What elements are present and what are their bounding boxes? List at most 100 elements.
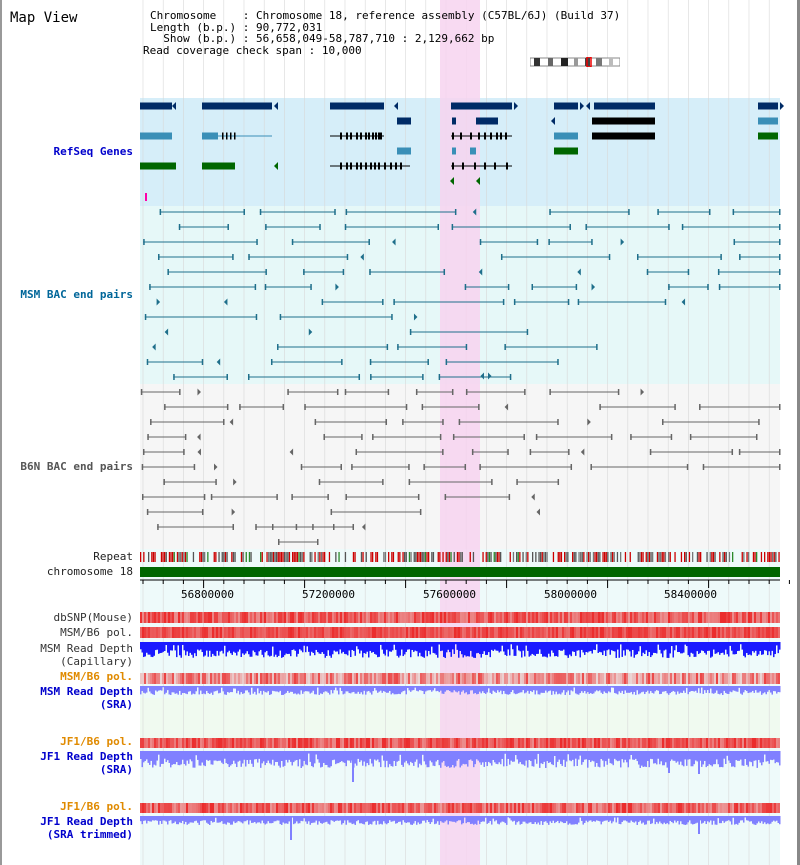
- read-depth-bar: [638, 816, 640, 823]
- polymorphism-cell: [168, 612, 170, 623]
- gene-exon: [470, 147, 476, 155]
- polymorphism-cell: [338, 738, 340, 748]
- read-depth-bar: [494, 751, 496, 763]
- polymorphism-cell: [432, 627, 434, 638]
- read-depth-bar: [324, 686, 326, 692]
- repeat-mark: [447, 552, 449, 562]
- gene-exon: [554, 132, 578, 140]
- polymorphism-cell: [356, 803, 358, 813]
- polymorphism-cell: [232, 738, 234, 748]
- strand-arrow: [504, 403, 509, 411]
- read-depth-bar: [509, 642, 511, 656]
- read-depth-bar: [200, 686, 202, 691]
- read-depth-bar: [431, 642, 433, 647]
- polymorphism-cell: [188, 612, 190, 623]
- repeat-mark: [538, 552, 540, 562]
- track-label-msm-depth-sra: MSM Read Depth: [40, 685, 133, 698]
- polymorphism-cell: [332, 738, 334, 748]
- chromosome-ideogram[interactable]: [529, 52, 621, 68]
- read-depth-bar: [624, 751, 626, 760]
- read-depth-bar: [660, 751, 662, 762]
- polymorphism-cell: [612, 627, 614, 638]
- polymorphism-cell: [508, 738, 510, 748]
- read-depth-bar: [423, 642, 425, 658]
- polymorphism-cell: [462, 673, 464, 684]
- read-depth-bar: [683, 751, 685, 767]
- track-label-chromosome: chromosome 18: [46, 565, 133, 578]
- read-depth-bar: [723, 816, 725, 823]
- read-depth-bar: [399, 816, 401, 822]
- bac-end: [575, 284, 578, 290]
- polymorphism-cell: [708, 673, 710, 684]
- read-depth-bar: [753, 816, 755, 825]
- read-depth-bar: [177, 686, 179, 695]
- polymorphism-cell: [270, 803, 272, 813]
- read-depth-bar: [219, 816, 221, 823]
- polymorphism-cell: [172, 738, 174, 748]
- polymorphism-cell: [298, 673, 300, 684]
- polymorphism-cell: [758, 612, 760, 623]
- read-depth-bar: [540, 686, 542, 693]
- polymorphism-cell: [464, 612, 466, 623]
- read-depth-bar: [257, 816, 259, 823]
- read-depth-bar: [705, 751, 707, 768]
- polymorphism-cell: [516, 803, 518, 813]
- polymorphism-cell: [444, 673, 446, 684]
- polymorphism-cell: [478, 738, 480, 748]
- polymorphism-cell: [306, 612, 308, 623]
- polymorphism-cell: [758, 627, 760, 638]
- polymorphism-cell: [508, 627, 510, 638]
- read-depth-bar: [762, 686, 764, 694]
- polymorphism-cell: [592, 803, 594, 813]
- polymorphism-cell: [278, 627, 280, 638]
- read-depth-bar: [164, 686, 166, 695]
- polymorphism-cell: [424, 738, 426, 748]
- read-depth-bar: [635, 642, 637, 655]
- polymorphism-cell: [216, 627, 218, 638]
- right-scrollbar[interactable]: [797, 0, 800, 865]
- polymorphism-cell: [574, 612, 576, 623]
- read-depth-bar: [399, 642, 401, 656]
- polymorphism-cell: [506, 627, 508, 638]
- read-depth-spike: [290, 816, 292, 840]
- bac-end: [183, 449, 185, 455]
- polymorphism-cell: [438, 612, 440, 623]
- polymorphism-cell: [520, 627, 522, 638]
- read-depth-bar: [522, 816, 524, 822]
- read-depth-bar: [263, 816, 265, 824]
- bac-end: [657, 209, 659, 215]
- bac-end: [557, 359, 559, 365]
- polymorphism-cell: [644, 612, 646, 623]
- polymorphism-cell: [226, 627, 228, 638]
- polymorphism-cell: [244, 627, 246, 638]
- read-depth-bar: [441, 642, 443, 651]
- polymorphism-cell: [492, 738, 494, 748]
- polymorphism-cell: [308, 612, 310, 623]
- polymorphism-cell: [426, 612, 428, 623]
- polymorphism-cell: [342, 673, 344, 684]
- track-label-dbsnp: dbSNP(Mouse): [53, 611, 133, 624]
- read-depth-bar: [384, 816, 386, 824]
- read-depth-bar: [461, 816, 463, 825]
- read-depth-bar: [225, 751, 227, 764]
- polymorphism-cell: [750, 673, 752, 684]
- gene-exon: [395, 162, 397, 170]
- polymorphism-cell: [732, 627, 734, 638]
- polymorphism-cell: [410, 803, 412, 813]
- read-depth-bar: [678, 816, 680, 825]
- polymorphism-cell: [700, 673, 702, 684]
- polymorphism-cell: [604, 738, 606, 748]
- read-depth-bar: [252, 642, 254, 651]
- read-depth-bar: [689, 686, 691, 692]
- polymorphism-cell: [540, 627, 542, 638]
- polymorphism-cell: [230, 738, 232, 748]
- read-depth-bar: [345, 686, 347, 692]
- repeat-mark: [482, 552, 484, 562]
- polymorphism-cell: [286, 673, 288, 684]
- polymorphism-cell: [334, 738, 336, 748]
- gene-exon: [350, 162, 352, 170]
- read-depth-bar: [600, 816, 602, 825]
- polymorphism-cell: [710, 627, 712, 638]
- polymorphism-cell: [622, 673, 624, 684]
